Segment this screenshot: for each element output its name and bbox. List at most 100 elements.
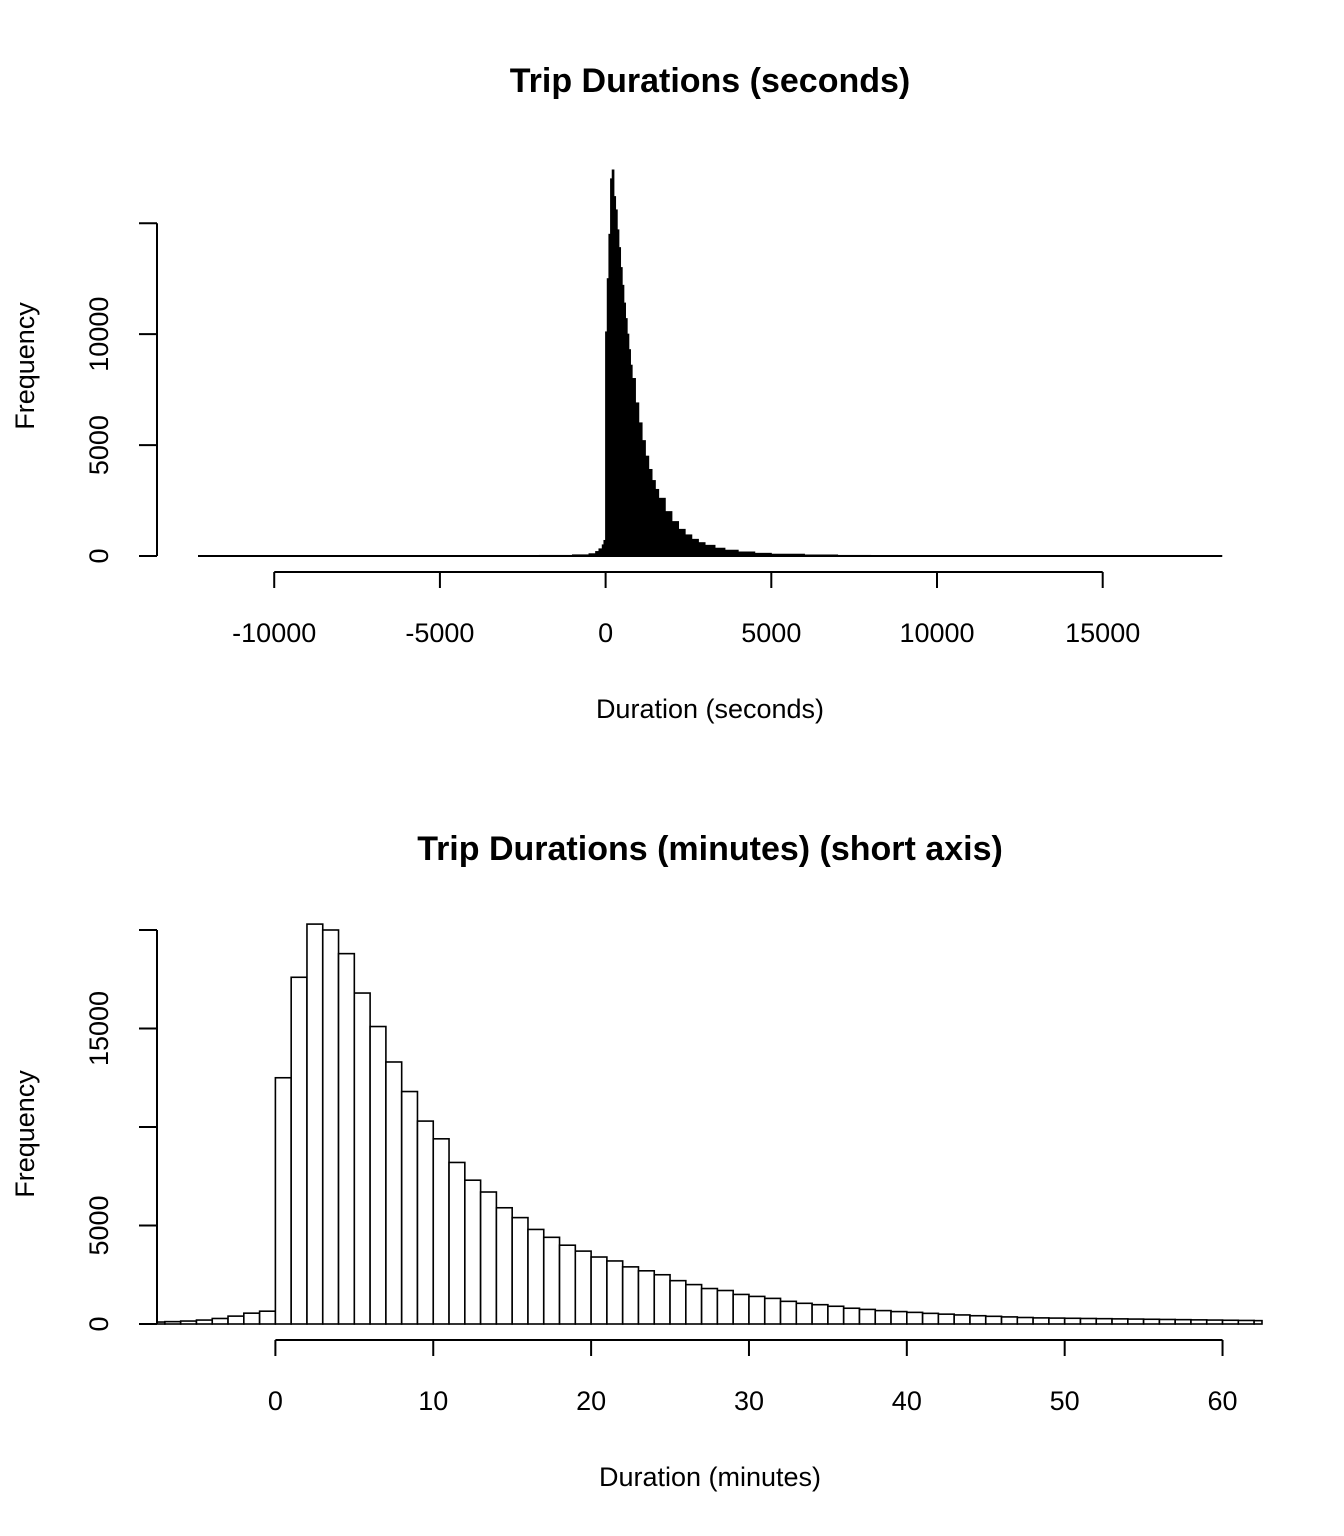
x-tick-label: 10000 xyxy=(899,618,974,648)
histogram-bar xyxy=(511,1216,529,1325)
x-tick-label: 5000 xyxy=(741,618,801,648)
y-tick-label: 15000 xyxy=(84,991,114,1066)
histogram-bar xyxy=(969,1314,987,1325)
histogram-bar xyxy=(195,1319,214,1325)
histogram-bar xyxy=(842,1307,861,1325)
histogram-bar xyxy=(353,992,371,1325)
y-tick-label: 0 xyxy=(84,548,114,563)
histogram-bar xyxy=(1253,1319,1263,1325)
x-axis: -10000 -5000 0 5000 10000 15000 xyxy=(232,571,1140,648)
histogram-bar xyxy=(558,1244,577,1325)
histogram-bar xyxy=(1127,1318,1145,1325)
histogram-bar xyxy=(1190,1319,1208,1325)
y-tick-label: 10000 xyxy=(84,297,114,372)
histogram-bar xyxy=(937,1313,955,1325)
x-tick-label: 15000 xyxy=(1065,618,1140,648)
histogram-bar xyxy=(321,929,340,1325)
x-tick-label: 40 xyxy=(892,1386,922,1416)
histogram-bar xyxy=(479,1191,498,1325)
histogram-bar xyxy=(748,1295,766,1325)
histogram-bar xyxy=(432,1138,450,1325)
histogram-bar xyxy=(1016,1316,1034,1325)
histogram-bar xyxy=(1032,1317,1050,1325)
histogram-bar xyxy=(664,511,673,557)
histogram-bar xyxy=(858,1308,877,1325)
histogram-bar xyxy=(704,544,716,557)
histogram-bar xyxy=(669,1279,687,1325)
histogram-bar xyxy=(779,1300,798,1325)
y-axis-label: Frequency xyxy=(10,1070,40,1198)
chart-title: Trip Durations (seconds) xyxy=(510,62,911,100)
histogram-bar xyxy=(274,1076,292,1325)
histogram-bar xyxy=(1205,1319,1224,1325)
histogram-bar xyxy=(590,1256,608,1325)
y-axis: 0 5000 15000 xyxy=(84,929,158,1332)
x-axis: 0 10 20 30 40 50 60 xyxy=(268,1339,1238,1416)
x-tick-label: 50 xyxy=(1050,1386,1080,1416)
x-axis-label: Duration (seconds) xyxy=(596,694,824,724)
histogram-bar xyxy=(697,542,706,557)
histogram-bar xyxy=(1079,1317,1098,1325)
histogram-bar xyxy=(984,1315,1003,1325)
histogram-bar xyxy=(527,1228,545,1325)
x-tick-label: 0 xyxy=(268,1386,283,1416)
x-tick-label: 0 xyxy=(598,618,613,648)
histogram-bar xyxy=(621,1266,640,1325)
histogram-bar xyxy=(495,1206,513,1325)
histogram-bar xyxy=(1095,1317,1113,1325)
histogram-bar xyxy=(1158,1318,1176,1325)
x-tick-label: 20 xyxy=(576,1386,606,1416)
histogram-bar xyxy=(827,1305,845,1325)
histogram-bar xyxy=(211,1317,229,1325)
histogram-bar xyxy=(890,1310,908,1325)
histogram-bar xyxy=(691,538,699,557)
y-axis-label: Frequency xyxy=(10,302,40,430)
histogram-bar xyxy=(732,1293,750,1325)
histogram-bar xyxy=(795,1302,813,1325)
histogram-bar xyxy=(684,534,693,557)
histogram-bar xyxy=(921,1312,940,1325)
histogram-bar xyxy=(953,1314,971,1325)
histogram-bar xyxy=(1237,1319,1255,1325)
histogram-bar xyxy=(258,1310,277,1325)
histogram-bar xyxy=(637,1270,656,1325)
histogram-bar xyxy=(714,547,726,557)
histogram-bar xyxy=(874,1309,892,1325)
histogram-bar xyxy=(606,1260,624,1325)
histogram-bar xyxy=(653,1273,671,1325)
histogram-bar xyxy=(542,1236,561,1325)
histogram-bars xyxy=(198,169,1223,557)
histogram-bar xyxy=(811,1303,829,1325)
histogram-bar xyxy=(243,1312,261,1325)
y-tick-label: 5000 xyxy=(84,415,114,475)
histogram-bar xyxy=(685,1283,703,1325)
x-tick-label: 10 xyxy=(418,1386,448,1416)
histogram-bar xyxy=(227,1315,245,1325)
histogram-bar xyxy=(416,1120,435,1325)
histogram-bar xyxy=(1000,1316,1019,1325)
histogram-bar xyxy=(1063,1317,1082,1325)
chart-title: Trip Durations (minutes) (short axis) xyxy=(417,830,1003,868)
histogram-bars xyxy=(156,923,1263,1325)
histogram-bar xyxy=(337,952,356,1325)
histogram-bar xyxy=(700,1287,719,1325)
histogram-bar xyxy=(1048,1317,1066,1325)
x-tick-label: -10000 xyxy=(232,618,316,648)
y-tick-label: 5000 xyxy=(84,1195,114,1255)
histogram-minutes: Trip Durations (minutes) (short axis) 0 1… xyxy=(10,830,1263,1492)
histogram-bar xyxy=(716,1289,734,1325)
histogram-bar xyxy=(658,497,666,557)
histogram-bar xyxy=(464,1179,482,1325)
x-tick-label: 60 xyxy=(1208,1386,1238,1416)
x-axis-label: Duration (minutes) xyxy=(599,1462,821,1492)
histogram-bar xyxy=(574,1250,592,1325)
histogram-bar xyxy=(156,1321,166,1325)
histogram-bar xyxy=(906,1311,924,1325)
histogram-bar xyxy=(290,976,308,1325)
histogram-bar xyxy=(306,923,324,1325)
histogram-bar xyxy=(1221,1319,1240,1325)
histogram-bar xyxy=(1142,1318,1161,1325)
histogram-bar xyxy=(369,1025,387,1325)
histogram-seconds: Trip Durations (seconds) -10000 -5000 0 500… xyxy=(10,62,1223,724)
